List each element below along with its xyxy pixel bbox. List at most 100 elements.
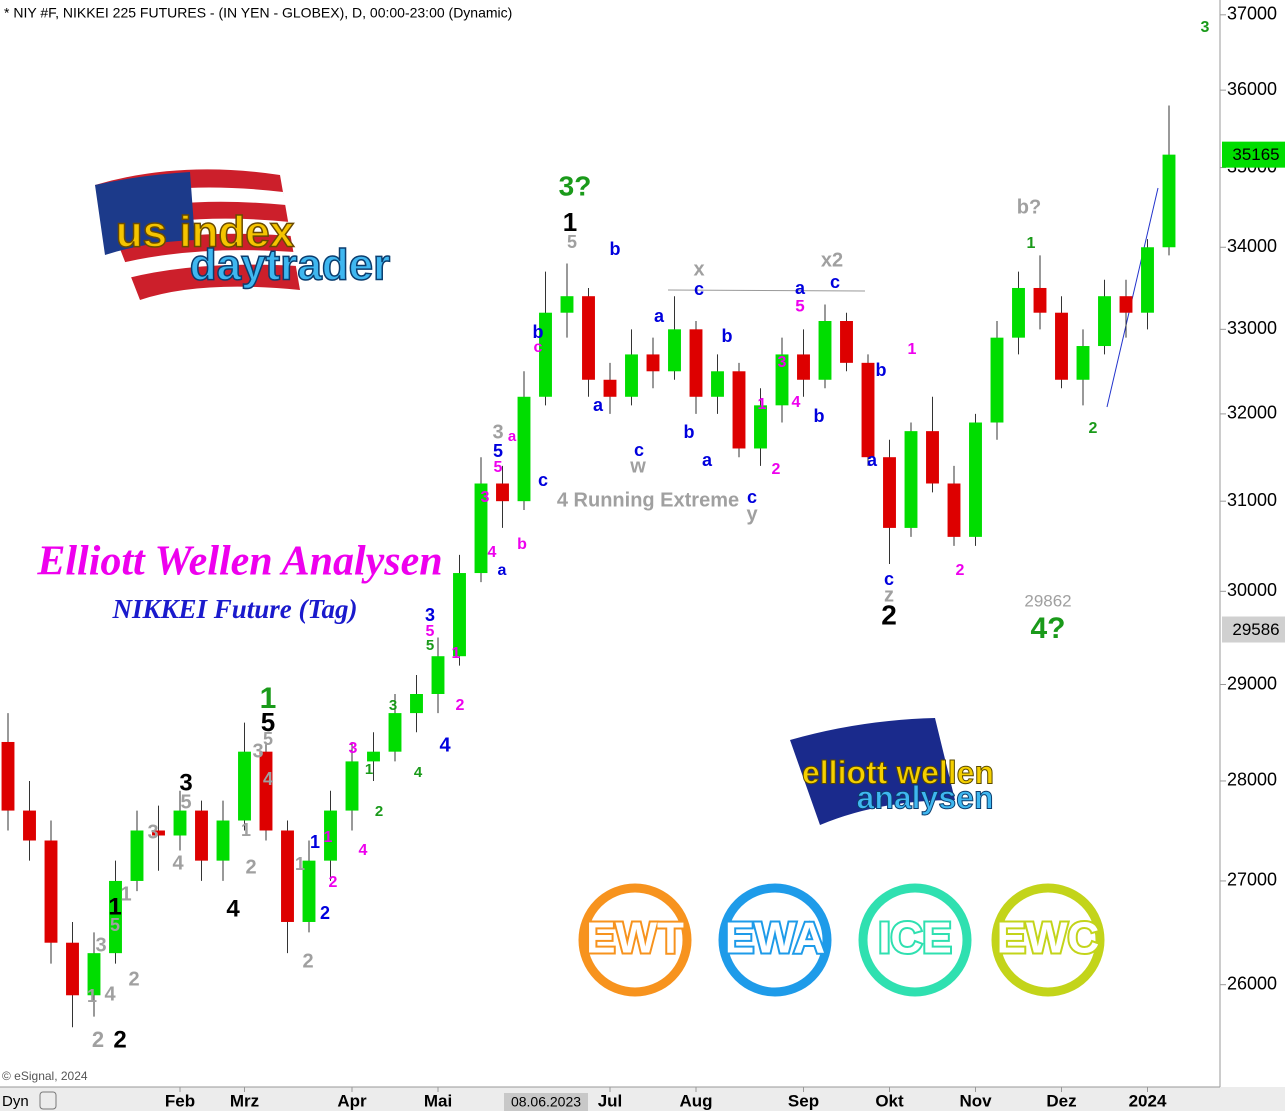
wave-label: 5 — [180, 791, 191, 813]
trend-line — [667, 289, 866, 292]
wave-label: 2 — [92, 1027, 104, 1052]
candle-body — [1162, 154, 1176, 248]
wave-label: 3? — [559, 170, 592, 201]
candle-body — [1119, 296, 1133, 313]
candle-body — [109, 880, 122, 954]
candle-body — [345, 761, 359, 811]
wave-label: c — [538, 470, 548, 490]
trend-line — [1106, 187, 1159, 408]
wave-label: b — [533, 322, 544, 342]
candle-body — [539, 312, 552, 397]
wave-label: 2 — [302, 950, 313, 972]
candle-body — [302, 860, 316, 922]
badge-ring — [718, 883, 832, 997]
wave-label: a — [867, 450, 878, 470]
candle-body — [582, 296, 595, 380]
wave-label: c — [884, 569, 894, 589]
candle-body — [453, 573, 466, 657]
x-tick-label: Mrz — [230, 1091, 259, 1110]
price-label-bg — [1222, 141, 1285, 168]
wave-label: 1 — [908, 341, 917, 358]
y-tick-label: 27000 — [1227, 870, 1277, 890]
candle-body — [259, 751, 273, 831]
candle-body — [66, 942, 79, 996]
wave-label: b — [684, 422, 695, 442]
wave-label: 3 — [481, 489, 490, 506]
y-tick-label: 36000 — [1227, 79, 1277, 99]
wave-label: 2 — [113, 1026, 126, 1053]
x-tick-label: Okt — [875, 1091, 904, 1110]
wave-label: 4 — [792, 394, 801, 411]
wave-label: 4 — [172, 852, 184, 874]
candle-body — [1, 741, 15, 811]
candle-body — [560, 296, 574, 313]
wave-label: 2 — [1089, 420, 1098, 437]
candle-body — [732, 371, 746, 449]
wave-label: 3 — [389, 697, 397, 714]
wave-label: 3 — [147, 821, 158, 843]
wave-label: 2 — [772, 461, 781, 478]
wave-label: 5 — [426, 623, 435, 640]
y-tick-label: 26000 — [1227, 973, 1277, 993]
x-tick-label: Jul — [598, 1091, 623, 1110]
badge-text: ICE — [878, 914, 951, 963]
candle-body — [152, 830, 165, 836]
badge-text: EWC — [997, 914, 1100, 963]
x-axis-band — [0, 1087, 1285, 1111]
wave-label: 2 — [245, 856, 256, 878]
candle-body — [603, 379, 617, 397]
wave-label: 1 — [365, 761, 373, 778]
wave-label: 3 — [425, 605, 435, 625]
wave-label: 2 — [881, 599, 897, 630]
wave-label: 1 — [87, 986, 97, 1006]
candle-body — [388, 713, 402, 752]
badge-ring — [578, 883, 692, 997]
wave-label: b — [876, 360, 887, 380]
wave-label: 1 — [452, 645, 461, 662]
wave-label: 4 — [414, 764, 423, 781]
candle-body — [990, 337, 1004, 423]
flag-canton — [95, 172, 195, 255]
wave-label: 4 — [104, 983, 116, 1005]
wave-label: 5 — [494, 459, 503, 476]
wave-label: 1 — [310, 832, 320, 852]
wave-label: 3 — [1201, 19, 1210, 36]
us-logo: us index daytrader — [95, 169, 391, 300]
y-tick-label: 29000 — [1227, 673, 1277, 693]
wave-label: 3 — [778, 354, 787, 371]
candle-body — [646, 354, 660, 372]
logo-text: us index — [116, 208, 295, 257]
badge-ring — [991, 883, 1105, 997]
wave-label: 2 — [375, 803, 383, 820]
candle-body — [44, 840, 58, 943]
logo-text: daytrader — [190, 241, 391, 290]
candle-body — [926, 431, 939, 484]
copyright: © eSignal, 2024 — [2, 1069, 88, 1083]
y-tick-label: 28000 — [1227, 770, 1277, 790]
candle-body — [517, 396, 531, 502]
candle-body — [173, 810, 187, 836]
candle-body — [711, 371, 724, 397]
wave-label: c — [747, 487, 757, 507]
candle-body — [1098, 296, 1111, 347]
candle-body — [1141, 247, 1154, 313]
wave-label: 5 — [795, 296, 804, 315]
candle-body — [1076, 346, 1090, 380]
flag — [790, 718, 955, 825]
y-tick-label: 33000 — [1227, 318, 1277, 338]
y-tick-label: 32000 — [1227, 403, 1277, 423]
wave-label: 1 — [241, 820, 251, 840]
x-tick-label: Nov — [959, 1091, 992, 1110]
wave-label: 4 — [488, 544, 497, 561]
wave-label: 3 — [349, 740, 358, 757]
wave-label: 5 — [493, 441, 503, 461]
candle-body — [947, 483, 961, 537]
candle-body — [861, 362, 875, 458]
wave-label: x2 — [821, 249, 843, 271]
badge-ring — [858, 883, 972, 997]
wave-label: 5 — [263, 729, 273, 749]
wave-label: 1 — [563, 207, 577, 237]
wave-label: 5 — [261, 707, 275, 737]
wave-label: a — [702, 450, 713, 470]
